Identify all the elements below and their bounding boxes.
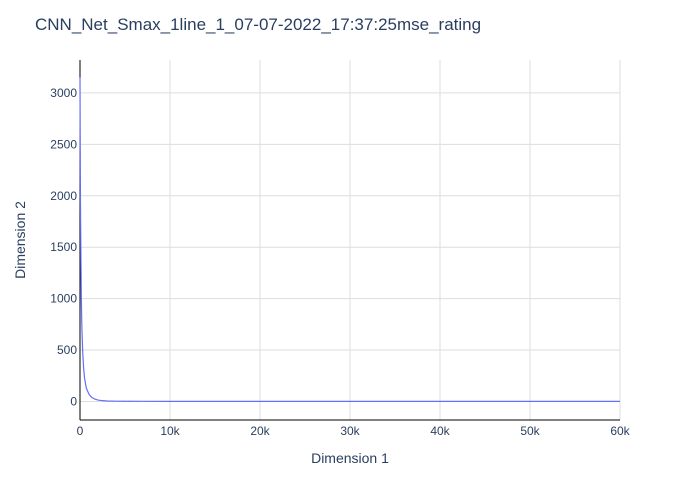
y-tick-label: 1000 bbox=[50, 292, 77, 306]
x-axis-label: Dimension 1 bbox=[311, 450, 389, 466]
chart-title: CNN_Net_Smax_1line_1_07-07-2022_17:37:25… bbox=[35, 15, 481, 34]
tick-labels: 0 500 1000 1500 2000 2500 3000 0 10k 20k 30k 40k 50k… bbox=[50, 86, 630, 438]
x-tick-label: 10k bbox=[160, 424, 180, 438]
x-tick-label: 60k bbox=[610, 424, 630, 438]
x-tick-label: 30k bbox=[340, 424, 360, 438]
x-tick-label: 20k bbox=[250, 424, 270, 438]
series-layer bbox=[79, 77, 620, 402]
series-line bbox=[79, 77, 620, 402]
x-tick-label: 40k bbox=[430, 424, 450, 438]
y-axis-label: Dimension 2 bbox=[12, 201, 28, 279]
y-tick-label: 3000 bbox=[50, 86, 77, 100]
x-tick-label: 0 bbox=[77, 424, 84, 438]
y-tick-label: 2000 bbox=[50, 189, 77, 203]
y-tick-label: 0 bbox=[70, 394, 77, 408]
x-tick-label: 50k bbox=[520, 424, 540, 438]
y-tick-label: 2500 bbox=[50, 137, 77, 151]
y-tick-label: 1500 bbox=[50, 240, 77, 254]
y-tick-label: 500 bbox=[57, 343, 77, 357]
gridlines bbox=[80, 60, 621, 420]
